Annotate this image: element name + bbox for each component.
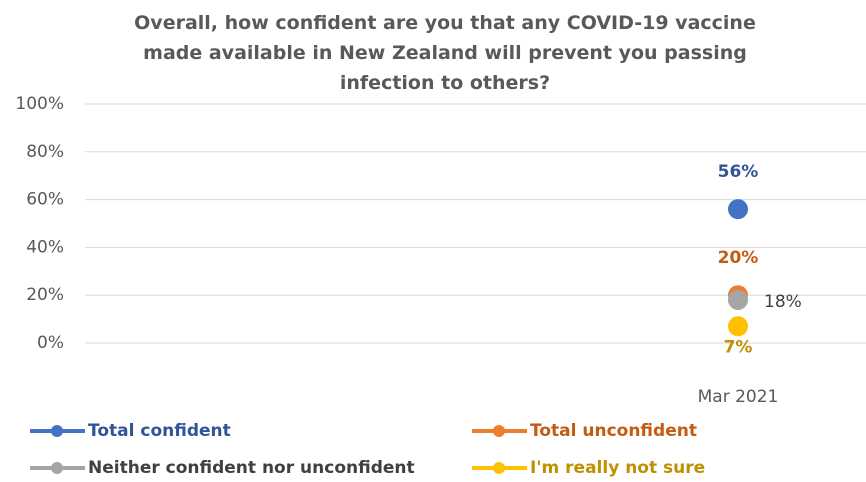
chart-title: Overall, how confident are you that any … xyxy=(134,12,756,94)
data-label: 18% xyxy=(764,292,802,312)
y-tick-label: 60% xyxy=(26,190,64,210)
y-tick-label: 80% xyxy=(26,142,64,162)
data-label: 56% xyxy=(718,162,759,182)
legend-label: I'm really not sure xyxy=(530,458,705,478)
y-tick-label: 40% xyxy=(26,237,64,257)
dot xyxy=(728,289,748,310)
dot xyxy=(728,316,748,337)
y-tick-label: 100% xyxy=(15,94,64,114)
legend-label: Total unconfident xyxy=(530,421,697,441)
dot xyxy=(728,199,748,220)
y-tick-label: 0% xyxy=(37,333,64,353)
data-label: 7% xyxy=(724,337,753,357)
y-tick-label: 20% xyxy=(26,285,64,305)
x-tick-label: Mar 2021 xyxy=(698,387,779,407)
legend-label: Total confident xyxy=(88,421,231,441)
legend-marker xyxy=(51,462,63,474)
data-label: 20% xyxy=(718,248,759,268)
legend-marker xyxy=(493,462,505,474)
legend-label: Neither confident nor unconfident xyxy=(88,458,415,478)
legend-marker xyxy=(51,425,63,437)
legend-marker xyxy=(493,425,505,437)
